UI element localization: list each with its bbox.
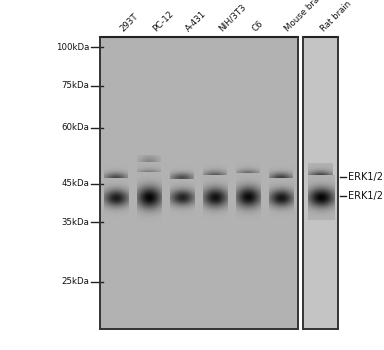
Text: Mouse brain: Mouse brain xyxy=(283,0,327,33)
Text: 45kDa: 45kDa xyxy=(61,179,89,188)
Text: C6: C6 xyxy=(250,19,265,33)
Text: 293T: 293T xyxy=(118,12,140,33)
Text: ERK1/2: ERK1/2 xyxy=(348,172,383,182)
Text: 35kDa: 35kDa xyxy=(61,218,89,227)
Text: NIH/3T3: NIH/3T3 xyxy=(217,2,248,33)
Text: A-431: A-431 xyxy=(184,9,209,33)
Text: 25kDa: 25kDa xyxy=(61,277,89,286)
Text: PC-12: PC-12 xyxy=(151,9,175,33)
Text: 60kDa: 60kDa xyxy=(61,123,89,132)
Bar xyxy=(303,37,338,329)
Text: 75kDa: 75kDa xyxy=(61,81,89,90)
Text: 100kDa: 100kDa xyxy=(56,43,89,52)
Text: ERK1/2: ERK1/2 xyxy=(348,191,383,201)
Text: Rat brain: Rat brain xyxy=(319,0,353,33)
Bar xyxy=(100,37,298,329)
